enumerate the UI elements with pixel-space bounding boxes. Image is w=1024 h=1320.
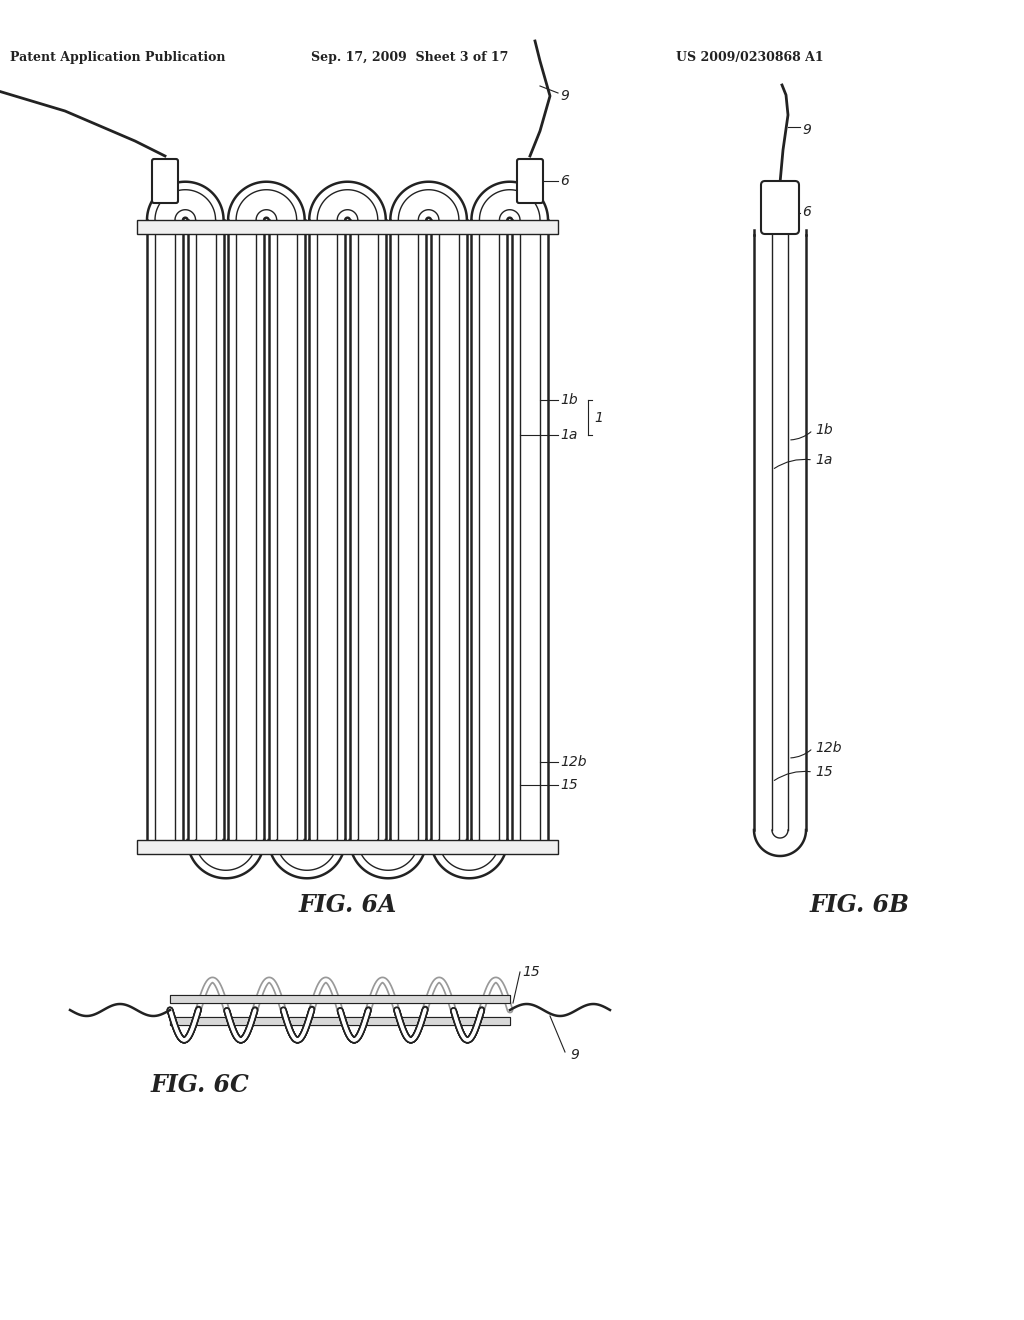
Bar (170, 995, 510, 1003)
Text: 9: 9 (560, 88, 569, 103)
Text: 1a: 1a (815, 453, 833, 467)
Text: 15: 15 (522, 965, 540, 979)
Text: 15: 15 (815, 766, 833, 779)
Bar (137, 220, 558, 234)
Text: 12b: 12b (815, 741, 842, 755)
Text: 6: 6 (560, 174, 569, 187)
Text: 9: 9 (570, 1048, 579, 1063)
Bar (170, 1016, 510, 1026)
Bar (137, 840, 558, 854)
Text: 1: 1 (594, 411, 603, 425)
Text: Patent Application Publication: Patent Application Publication (10, 51, 225, 65)
Text: 15: 15 (560, 777, 578, 792)
Text: 1b: 1b (560, 393, 578, 407)
Text: US 2009/0230868 A1: US 2009/0230868 A1 (676, 51, 824, 65)
Bar (170, 995, 510, 1003)
FancyBboxPatch shape (152, 158, 178, 203)
Text: 1a: 1a (560, 428, 578, 442)
Text: 12b: 12b (560, 755, 587, 770)
Bar (170, 1016, 510, 1026)
Text: 6: 6 (802, 206, 811, 219)
FancyBboxPatch shape (517, 158, 543, 203)
Text: 9: 9 (802, 123, 811, 137)
Text: FIG. 6B: FIG. 6B (810, 894, 910, 917)
Text: FIG. 6C: FIG. 6C (151, 1073, 250, 1097)
Text: Sep. 17, 2009  Sheet 3 of 17: Sep. 17, 2009 Sheet 3 of 17 (311, 51, 509, 65)
Text: 1b: 1b (815, 422, 833, 437)
Text: FIG. 6A: FIG. 6A (298, 894, 396, 917)
FancyBboxPatch shape (761, 181, 799, 234)
